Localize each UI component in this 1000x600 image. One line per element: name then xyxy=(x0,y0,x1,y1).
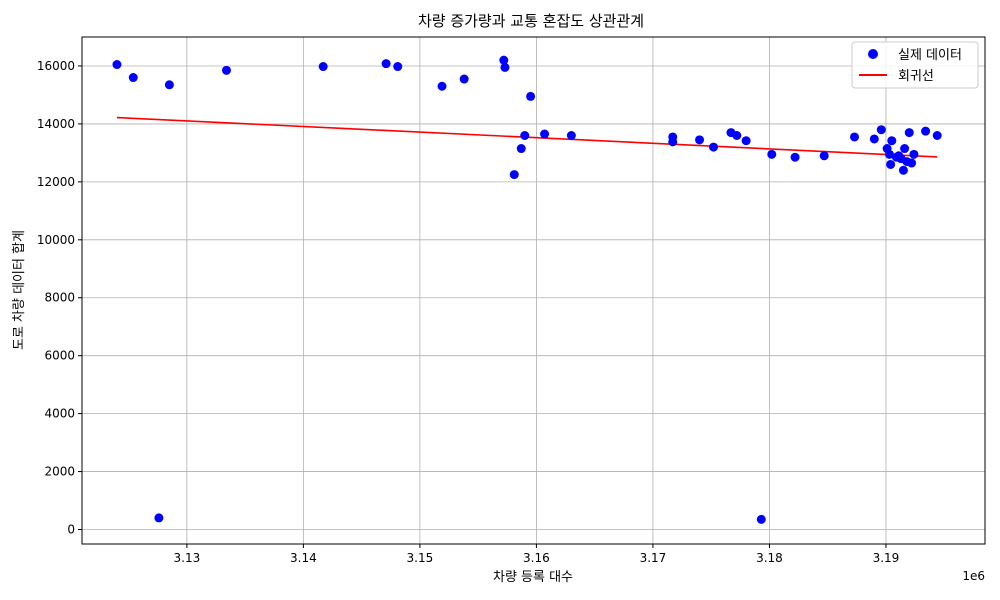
data-point xyxy=(886,159,896,169)
legend-label-regression: 회귀선 xyxy=(898,69,934,84)
data-point xyxy=(790,152,800,162)
data-point xyxy=(668,137,678,147)
y-tick-label: 12000 xyxy=(37,175,75,189)
data-point xyxy=(540,129,550,139)
y-tick-label: 16000 xyxy=(37,59,75,73)
legend-box xyxy=(851,41,979,89)
y-tick-label: 14000 xyxy=(37,117,75,131)
x-axis-ticks: 3.13 3.14 3.15 3.16 3.17 3.18 3.19 xyxy=(174,544,900,565)
data-point xyxy=(499,55,509,65)
y-tick-label: 6000 xyxy=(44,349,75,363)
y-axis-label: 도로 차량 데이터 합계 xyxy=(12,230,27,350)
legend-label-actual: 실제 데이터 xyxy=(898,48,962,63)
data-point xyxy=(164,80,174,90)
data-point xyxy=(520,131,530,141)
data-point xyxy=(898,165,908,175)
data-point xyxy=(819,151,829,161)
data-point xyxy=(128,73,138,83)
data-point xyxy=(526,91,536,101)
x-tick-label: 3.17 xyxy=(640,551,667,565)
data-point xyxy=(509,170,519,180)
data-point xyxy=(459,74,469,84)
data-point xyxy=(884,149,894,159)
data-point xyxy=(112,60,122,70)
legend: 실제 데이터 회귀선 xyxy=(851,41,979,89)
data-point xyxy=(500,62,510,72)
y-tick-label: 10000 xyxy=(37,233,75,247)
data-point xyxy=(221,65,231,75)
data-point xyxy=(566,131,576,141)
data-point xyxy=(904,128,914,138)
data-point xyxy=(869,134,879,144)
plot-frame xyxy=(81,36,986,545)
data-point xyxy=(876,125,886,135)
data-point xyxy=(909,149,919,159)
y-tick-label: 4000 xyxy=(44,407,75,421)
grid-lines xyxy=(82,37,985,544)
data-point xyxy=(437,81,447,91)
data-point xyxy=(767,149,777,159)
data-point xyxy=(393,62,403,72)
x-tick-label: 3.19 xyxy=(873,551,900,565)
data-point xyxy=(381,59,391,69)
data-point xyxy=(850,132,860,142)
chart-title: 차량 증가량과 교통 혼잡도 상관관계 xyxy=(418,12,644,30)
y-tick-label: 8000 xyxy=(44,291,75,305)
x-axis-offset-label: 1e6 xyxy=(962,569,985,583)
data-point xyxy=(932,131,942,141)
data-points-layer xyxy=(112,55,942,524)
y-tick-label: 0 xyxy=(67,523,75,537)
data-point xyxy=(887,136,897,146)
data-point xyxy=(709,142,719,152)
data-point xyxy=(154,513,164,523)
data-point xyxy=(695,135,705,145)
data-point xyxy=(732,131,742,141)
y-tick-label: 2000 xyxy=(44,465,75,479)
data-point xyxy=(318,62,328,72)
data-point xyxy=(741,136,751,146)
data-point xyxy=(756,514,766,524)
data-point xyxy=(516,144,526,154)
x-tick-label: 3.16 xyxy=(523,551,550,565)
legend-scatter-marker xyxy=(868,49,878,59)
data-point xyxy=(900,144,910,154)
data-point xyxy=(921,126,931,136)
x-axis-label: 차량 등록 대수 xyxy=(493,570,573,585)
x-tick-label: 3.15 xyxy=(407,551,434,565)
data-point xyxy=(907,158,917,168)
x-tick-label: 3.13 xyxy=(174,551,201,565)
x-tick-label: 3.14 xyxy=(290,551,317,565)
x-tick-label: 3.18 xyxy=(756,551,783,565)
y-axis-ticks: 0 2000 4000 6000 8000 10000 12000 14000 16000 xyxy=(37,59,82,537)
